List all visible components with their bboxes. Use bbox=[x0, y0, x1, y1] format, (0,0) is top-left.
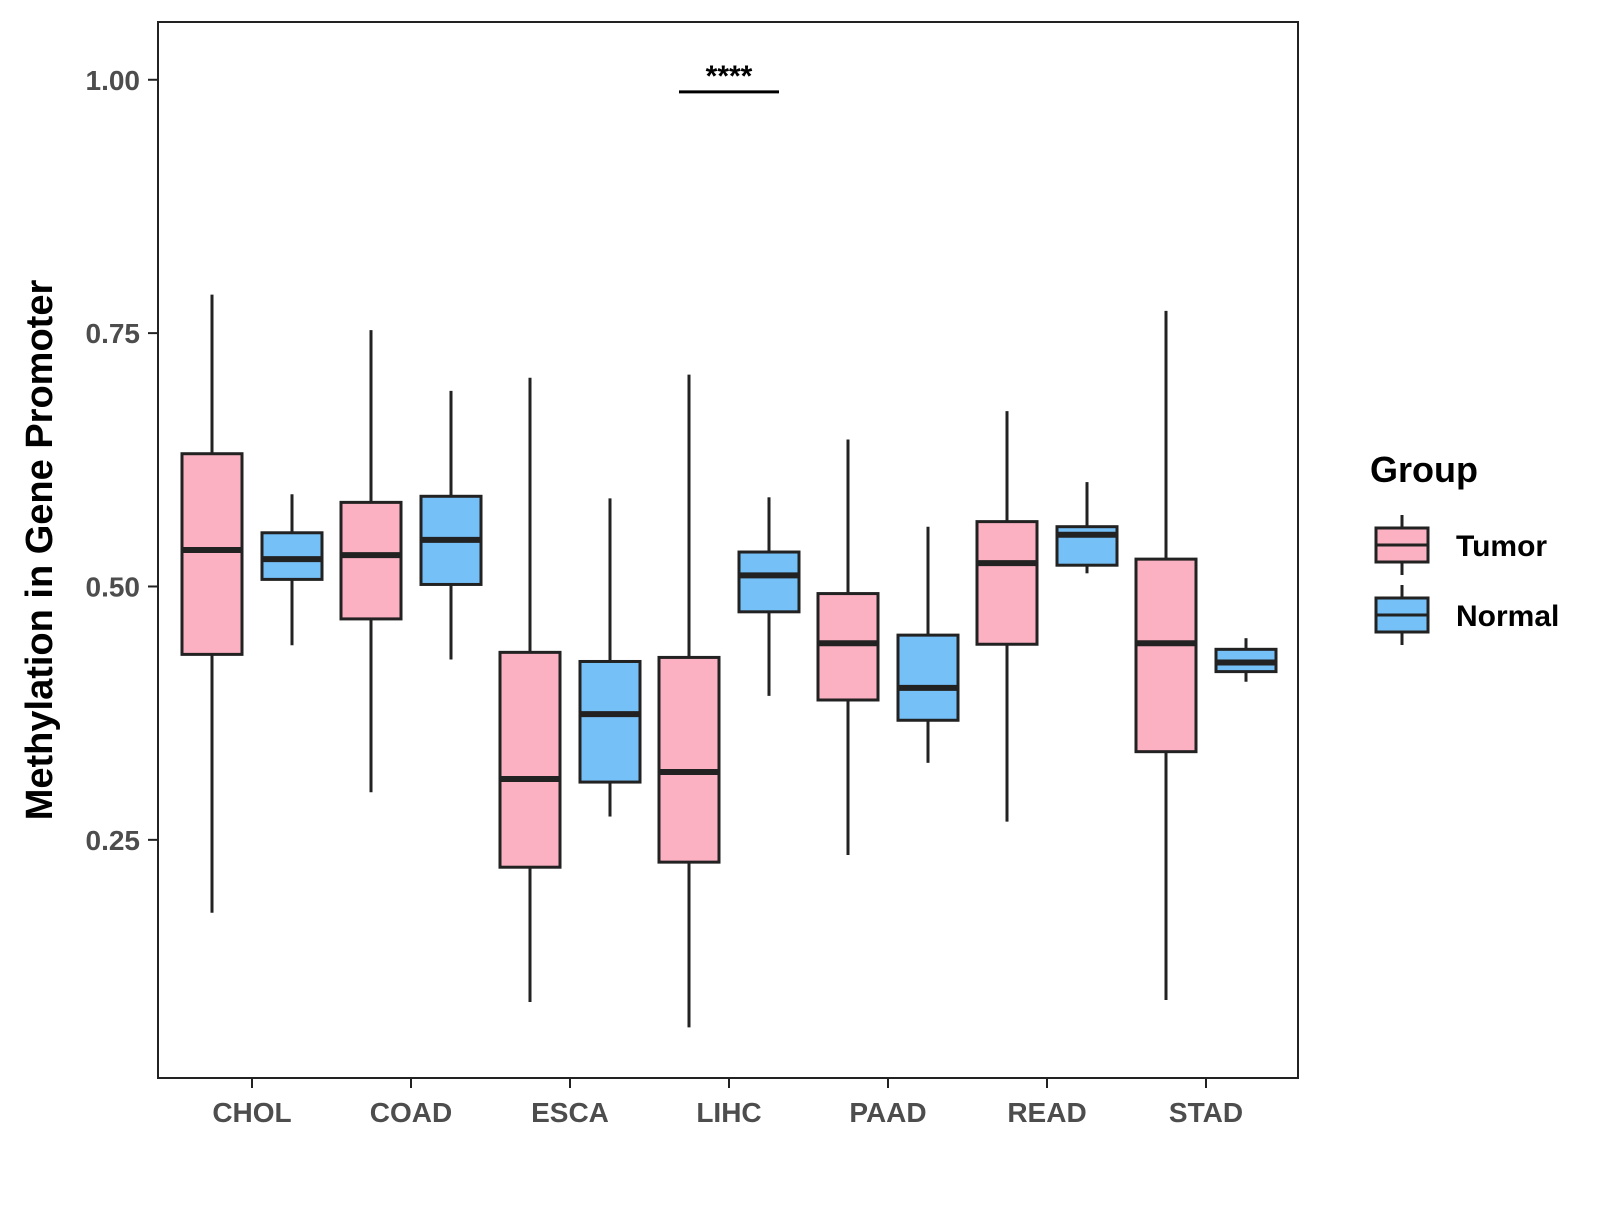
box-chol-normal bbox=[260, 531, 324, 581]
box-paad-normal bbox=[896, 633, 960, 722]
significance-label: **** bbox=[706, 60, 753, 93]
x-tick-label: READ bbox=[1007, 1097, 1086, 1128]
x-tick-label: COAD bbox=[370, 1097, 452, 1128]
box-lihc-tumor bbox=[657, 655, 721, 864]
y-tick-label: 0.75 bbox=[86, 318, 141, 349]
x-tick-label: LIHC bbox=[696, 1097, 761, 1128]
y-tick-label: 1.00 bbox=[86, 65, 141, 96]
box-chol-tumor bbox=[180, 452, 244, 656]
y-tick-label: 0.25 bbox=[86, 825, 141, 856]
y-tick-label: 0.50 bbox=[86, 571, 141, 602]
legend: Group Tumor Normal bbox=[1370, 449, 1559, 645]
legend-label-normal: Normal bbox=[1456, 600, 1559, 633]
axes: 0.25 0.50 0.75 1.00 CHOL COAD ESCA LIHC PAAD READ… bbox=[19, 65, 1243, 1128]
box-paad-tumor bbox=[816, 592, 880, 702]
box-lihc-normal bbox=[737, 550, 801, 614]
box-esca-normal bbox=[578, 659, 642, 784]
legend-label-tumor: Tumor bbox=[1456, 530, 1547, 563]
x-tick-label: CHOL bbox=[212, 1097, 291, 1128]
x-tick-label: ESCA bbox=[531, 1097, 609, 1128]
box-stad-tumor bbox=[1134, 557, 1198, 754]
box-coad-tumor bbox=[339, 500, 403, 621]
box-read-tumor bbox=[975, 520, 1039, 646]
x-tick-label: PAAD bbox=[849, 1097, 926, 1128]
x-tick-label: STAD bbox=[1169, 1097, 1243, 1128]
box-esca-tumor bbox=[498, 650, 562, 869]
plot-marks bbox=[180, 294, 1278, 1028]
annotations: **** bbox=[679, 60, 779, 94]
y-axis-title: Methylation in Gene Promoter bbox=[19, 280, 61, 821]
legend-title: Group bbox=[1370, 449, 1478, 490]
